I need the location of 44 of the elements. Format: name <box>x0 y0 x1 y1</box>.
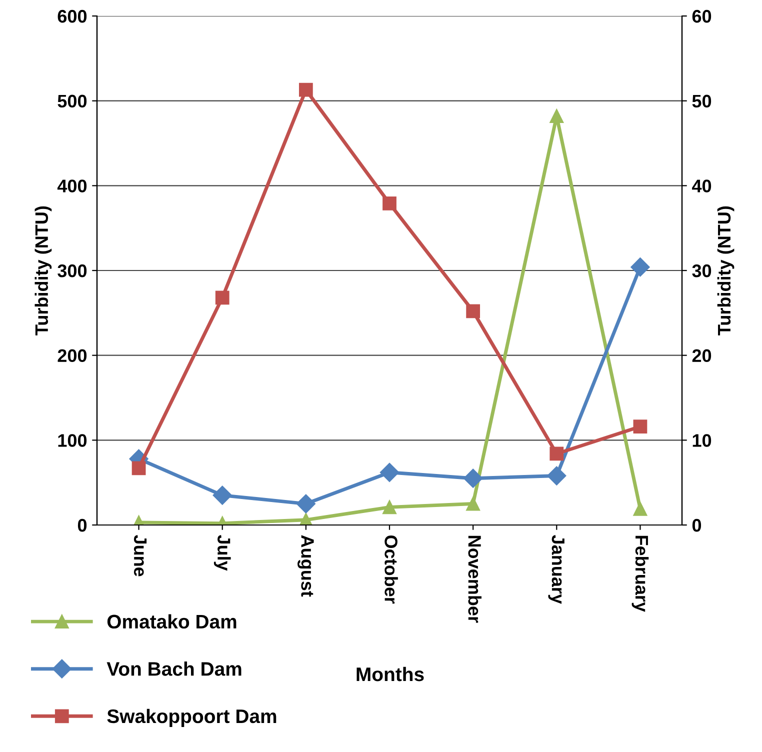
point <box>132 461 146 476</box>
point <box>630 258 650 277</box>
point <box>298 82 313 97</box>
x-tick-label: February <box>632 536 649 612</box>
y2-tick-label: 10 <box>692 434 712 447</box>
y-tick-label: 200 <box>58 349 87 362</box>
point <box>296 494 316 514</box>
y-tick-label: 300 <box>58 264 87 278</box>
point <box>466 496 480 511</box>
point <box>380 462 400 482</box>
x-tick-label: October <box>384 535 398 604</box>
legend-label: Von Bach Dam <box>106 662 242 676</box>
point <box>633 502 648 516</box>
point <box>464 468 483 488</box>
y2-tick-label: 20 <box>692 349 712 362</box>
y-tick-label: 400 <box>57 180 87 192</box>
legend-label: Swakoppoort Dam <box>107 708 276 727</box>
y2-tick-label: 0 <box>692 518 702 532</box>
x-tick-label: January <box>548 534 564 604</box>
point <box>550 109 564 124</box>
x-tick-label: July <box>214 534 231 571</box>
point <box>550 446 564 461</box>
point <box>215 290 230 305</box>
y-tick-label: 500 <box>58 94 87 108</box>
y2-tick-label: 60 <box>692 10 712 23</box>
x-tick-label: November <box>468 536 482 623</box>
point <box>382 196 396 210</box>
y2-tick-label: 40 <box>692 180 712 192</box>
x-tick-label: June <box>134 534 147 576</box>
y-tick-label: 100 <box>58 434 87 447</box>
y-tick-label: 600 <box>58 10 87 23</box>
y2-tick-label: 50 <box>692 94 712 108</box>
point <box>633 420 648 434</box>
y2-axis-title: Turbidity (NTU) <box>717 206 734 336</box>
point <box>466 304 480 318</box>
legend-label: Omatako Dam <box>107 614 236 629</box>
y2-tick-label: 30 <box>692 264 712 278</box>
y-tick-label: 0 <box>78 518 87 532</box>
point <box>547 466 566 486</box>
x-tick-label: August <box>298 535 314 597</box>
y-axis-title: Turbidity (NTU) <box>34 206 52 336</box>
point <box>212 486 232 505</box>
point <box>382 500 396 514</box>
x-axis-title: Months <box>356 666 424 682</box>
